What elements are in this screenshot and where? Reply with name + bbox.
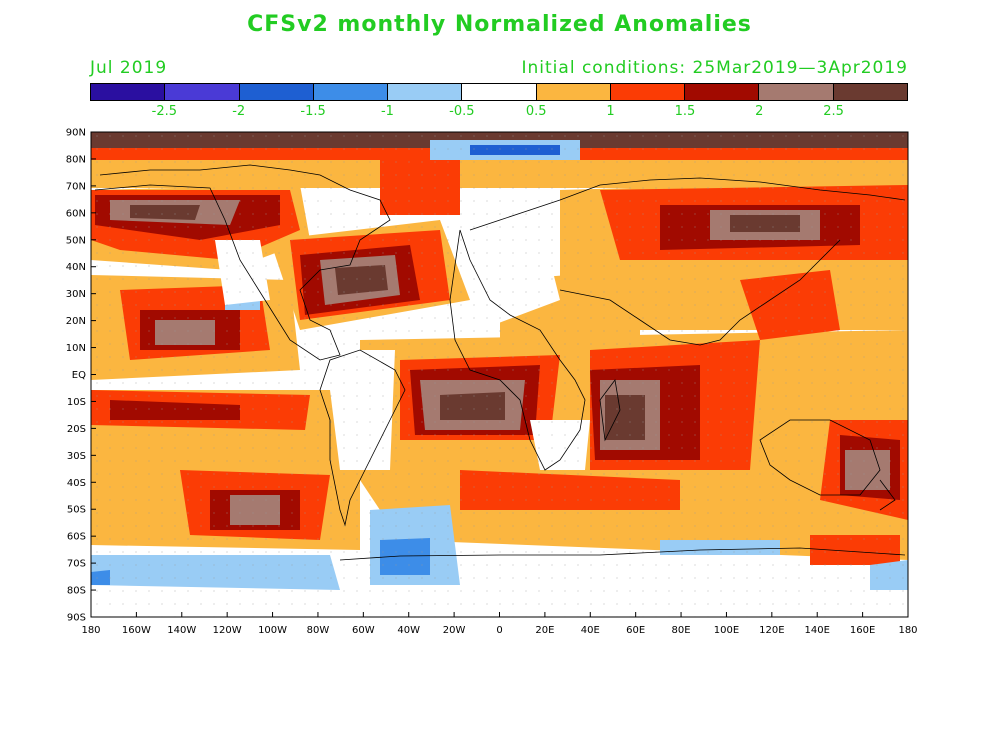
longitude-axis: 180 160W 140W 120W 100W 80W 60W 40W 20W 0 20E 40E 60… [81,612,918,636]
lat-label: 60S [67,532,86,543]
lon-label: 80E [672,625,691,636]
lon-label: 120E [759,625,784,636]
colorbar-swatch [759,84,834,100]
chart-title: CFSv2 monthly Normalized Anomalies [247,12,752,37]
lat-label: 80S [67,586,86,597]
colorbar-swatch [610,84,686,100]
colorbar-tick-label: 1 [606,104,615,119]
lon-label: 40W [397,625,420,636]
lon-label: 40E [581,625,600,636]
colorbar-tick-label: 2.5 [823,104,844,119]
lat-label: 60N [66,208,86,219]
colorbar-tick-label: -1 [380,104,394,119]
lat-label: 30S [67,451,86,462]
colorbar-swatch [239,84,314,100]
lon-label: 100W [258,625,287,636]
colorbar-tick-label: -2 [232,104,246,119]
lat-label: 80N [66,154,86,165]
lat-label: 20N [66,316,86,327]
colorbar-tick-label: 0.5 [525,104,547,119]
colorbar-swatch [165,84,240,100]
colorbar-tick-label: 1.5 [674,104,696,119]
lat-label: 50S [67,505,86,516]
lon-label: 100E [714,625,739,636]
colorbar [90,83,908,101]
lon-label: 140W [167,625,196,636]
lon-label: 160W [122,625,151,636]
lon-label: 60W [352,625,375,636]
lon-label: 60E [626,625,645,636]
lat-label: 90N [66,128,86,139]
colorbar-tick-label: -2.5 [151,104,178,119]
lon-label: 0 [496,625,502,636]
anomaly-field [91,132,908,617]
colorbar-swatch [462,84,537,100]
colorbar-tick-label: -1.5 [300,104,326,119]
lat-label: 70N [66,181,86,192]
lat-label: 10S [67,397,86,408]
colorbar-swatch [833,84,907,100]
lat-label: 40N [66,262,86,273]
lon-label: 120W [213,625,242,636]
lon-label: 180 [898,625,917,636]
colorbar-swatch [388,84,463,100]
forecast-month: Jul 2019 [90,58,168,78]
lat-label: 30N [66,289,86,300]
lat-label: 50N [66,235,86,246]
lon-label: 20W [443,625,466,636]
lon-label: 160E [850,625,875,636]
colorbar-swatch [685,84,760,100]
initial-conditions: Initial conditions: 25Mar2019—3Apr2019 [521,58,908,78]
lat-label: 70S [67,559,86,570]
lat-label: 90S [67,613,86,624]
colorbar-tick-label: -0.5 [449,104,475,119]
colorbar-swatch [536,84,611,100]
lat-label: 40S [67,478,86,489]
lon-label: 140E [805,625,830,636]
coastlines [94,164,906,561]
lon-label: 180 [81,625,100,636]
lon-label: 20E [535,625,554,636]
lat-label: EQ [72,370,86,381]
latitude-axis: 90N 80N 70N 60N 50N 40N 30N 20N 10N EQ 10S 20S 30S 40… [66,128,96,624]
colorbar-swatch [91,84,166,100]
lat-label: 20S [67,424,86,435]
lat-label: 10N [66,343,86,354]
colorbar-tick-label: 2 [755,104,764,119]
lon-label: 80W [307,625,330,636]
colorbar-swatch [313,84,389,100]
